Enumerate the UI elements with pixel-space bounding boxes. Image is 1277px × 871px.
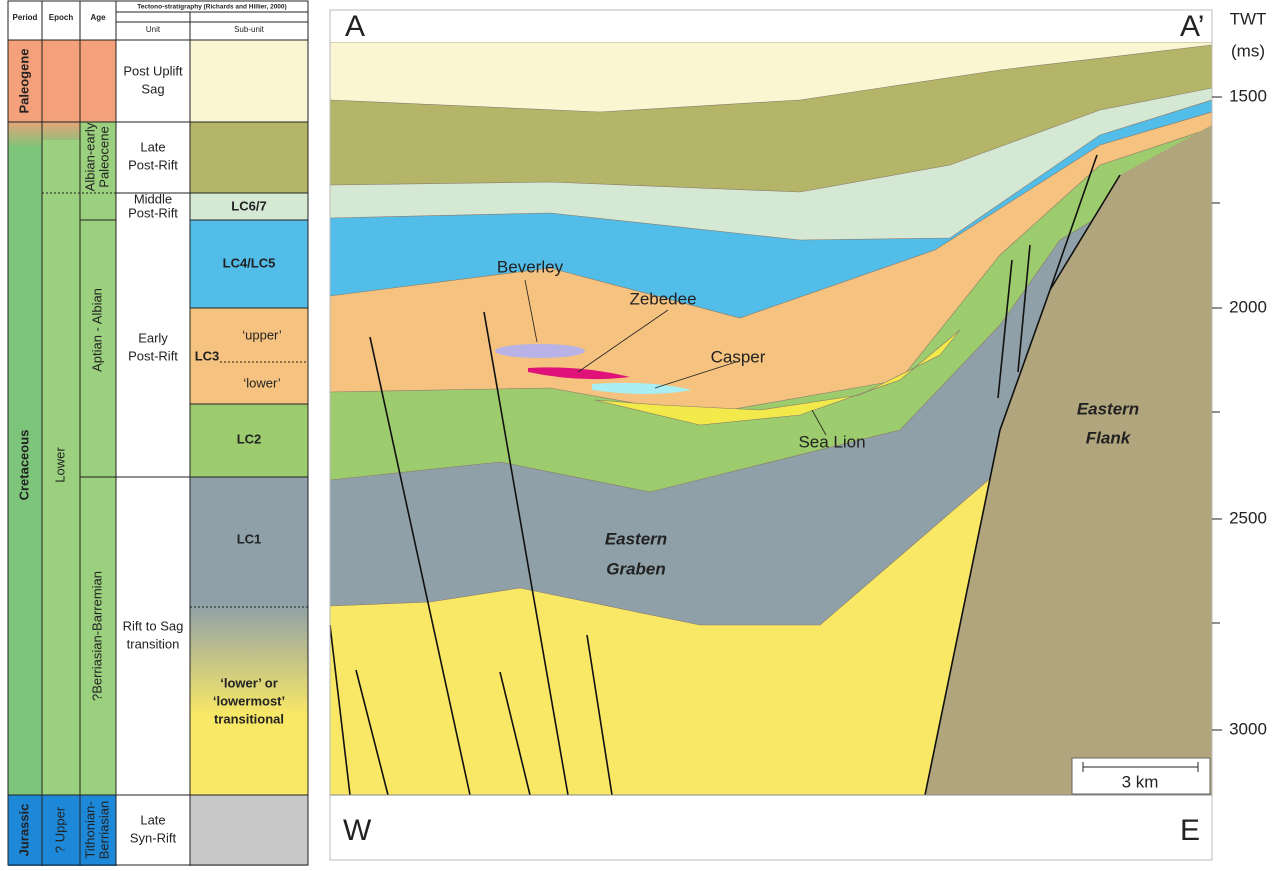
unit: Early <box>138 330 168 345</box>
label: Eastern <box>605 529 667 548</box>
epoch: Lower <box>52 447 67 483</box>
label: Eastern <box>1077 399 1139 418</box>
subunit: ‘lower’ <box>243 375 280 390</box>
period: Jurassic <box>16 804 31 857</box>
age: Tithonian- <box>82 801 97 858</box>
unit: Syn-Rift <box>130 830 177 845</box>
header: Tectono-stratigraphy (Richards and Hilli… <box>137 4 286 11</box>
header: Period <box>13 13 38 22</box>
subunit: ‘lowermost’ <box>213 693 285 708</box>
subunit: LC1 <box>237 531 262 546</box>
header: Epoch <box>49 13 74 22</box>
scale-label: 3 km <box>1122 772 1159 791</box>
label: Sea Lion <box>798 432 865 451</box>
direction: E <box>1180 814 1200 847</box>
header: Unit <box>146 25 161 34</box>
beverley-body <box>495 344 585 358</box>
subunit: LC3 <box>195 348 220 363</box>
minor-ticks <box>1212 203 1220 623</box>
subunit: transitional <box>214 711 284 726</box>
period: Cretaceous <box>16 430 31 501</box>
label: Zebedee <box>629 289 696 308</box>
section-end: A <box>345 10 365 43</box>
label: Flank <box>1086 428 1132 447</box>
cell <box>190 40 308 122</box>
unit: Late <box>140 812 165 827</box>
cell <box>190 122 308 193</box>
subunit: LC6/7 <box>231 198 266 213</box>
unit: Post Uplift <box>123 63 183 78</box>
subunit: ‘lower’ or <box>220 675 278 690</box>
figure: Period Epoch Age Tectono-stratigraphy (R… <box>0 0 1277 866</box>
tick-label: 1500 <box>1229 86 1267 105</box>
unit: Rift to Sag <box>123 618 184 633</box>
unit: Middle <box>134 191 172 206</box>
tick-label: 2000 <box>1229 297 1267 316</box>
label: Beverley <box>497 257 564 276</box>
subunit: ‘upper’ <box>242 327 282 342</box>
cross-section: A A’ W E Beverley Zebedee Casper Sea Lio… <box>330 10 1212 860</box>
unit: transition <box>127 636 180 651</box>
age: ?Berriasian-Barremian <box>89 571 104 701</box>
direction: W <box>343 814 372 847</box>
strat-table: Period Epoch Age Tectono-stratigraphy (R… <box>8 1 308 866</box>
unit: Post-Rift <box>128 157 178 172</box>
epoch: ? Upper <box>52 806 67 853</box>
axis-title: TWT <box>1230 9 1267 28</box>
age: Paleocene <box>96 126 111 187</box>
unit: Late <box>140 139 165 154</box>
age: Berriasian <box>96 801 111 860</box>
tick-label: 3000 <box>1229 719 1267 738</box>
header: Age <box>90 13 106 22</box>
age: Aptian - Albian <box>89 288 104 372</box>
age: Albian-early <box>82 122 97 191</box>
label: Graben <box>606 559 666 578</box>
subunit: LC4/LC5 <box>223 255 276 270</box>
header: Sub-unit <box>234 25 265 34</box>
tick-label: 2500 <box>1229 508 1267 527</box>
period: Paleogene <box>16 48 31 113</box>
unit: Post-Rift <box>128 205 178 220</box>
section-end: A’ <box>1180 10 1204 43</box>
unit: Sag <box>141 81 164 96</box>
label: Casper <box>711 347 766 366</box>
unit: Post-Rift <box>128 348 178 363</box>
twt-axis: TWT (ms) 1500 2000 2500 3000 <box>1212 9 1267 738</box>
axis-unit: (ms) <box>1231 41 1265 60</box>
cell <box>190 795 308 866</box>
subunit: LC2 <box>237 431 262 446</box>
cell <box>190 477 308 795</box>
